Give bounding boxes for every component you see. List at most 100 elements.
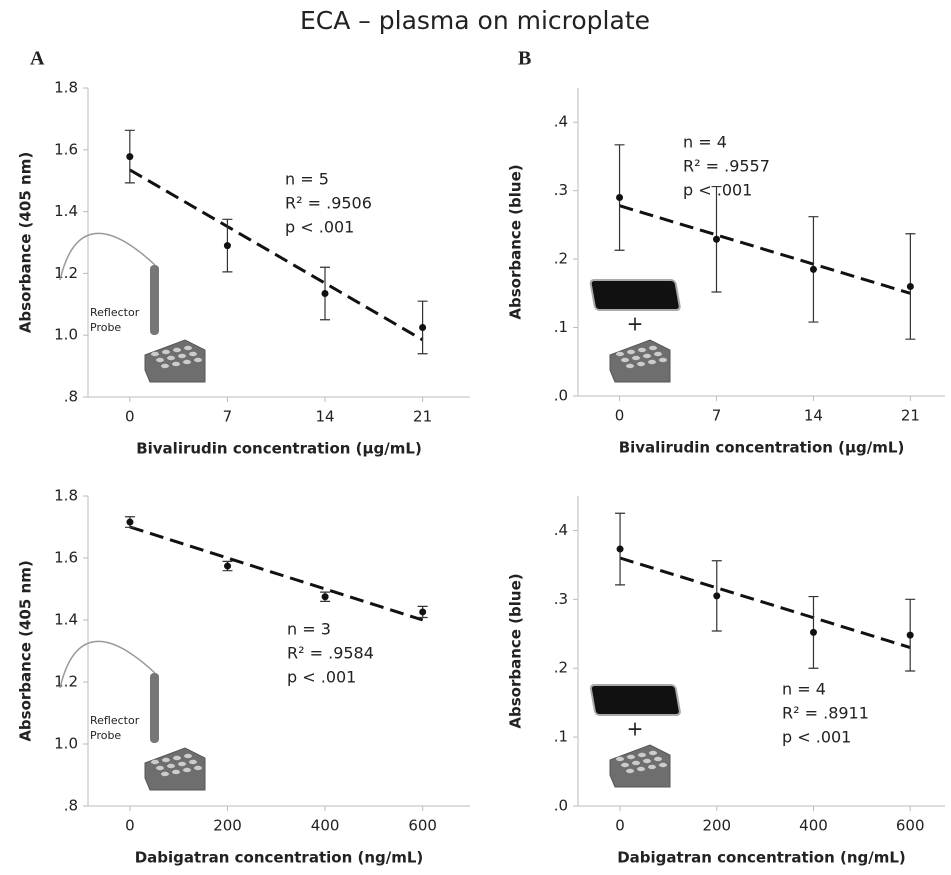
probe-rod: [150, 673, 159, 743]
well: [648, 764, 656, 770]
y-tick-label: .0: [554, 797, 568, 815]
annotation: p < .001: [285, 218, 354, 237]
annotation: n = 3: [287, 620, 331, 639]
data-point: [126, 518, 134, 526]
data-point: [126, 153, 134, 161]
annotation: p < .001: [287, 668, 356, 687]
microplate: [144, 747, 206, 791]
well: [178, 761, 186, 767]
x-tick-label: 21: [413, 408, 432, 426]
y-tick-label: 1.4: [54, 611, 78, 629]
annotation: p < .001: [782, 728, 851, 747]
well: [156, 765, 164, 771]
data-point: [224, 562, 232, 570]
y-axis-title: Absorbance (blue): [507, 164, 525, 319]
x-tick-label: 7: [223, 408, 233, 426]
annotation: R² = .9557: [683, 157, 770, 176]
x-tick-label: 400: [311, 817, 340, 835]
y-axis-title: Absorbance (405 nm): [17, 560, 35, 741]
x-tick-label: 200: [702, 817, 731, 835]
well: [654, 756, 662, 762]
x-tick-label: 14: [804, 407, 823, 425]
y-tick-label: 1.0: [54, 326, 78, 344]
y-tick-label: .1: [554, 728, 568, 746]
y-tick-label: .2: [554, 250, 568, 268]
well: [649, 750, 657, 756]
well: [637, 361, 645, 367]
y-tick-label: 1.4: [54, 202, 78, 220]
annotation: n = 4: [782, 680, 826, 699]
y-tick-label: 1.8: [54, 487, 78, 505]
well: [627, 754, 635, 760]
well: [637, 766, 645, 772]
well: [189, 759, 197, 765]
well: [616, 756, 624, 762]
y-axis-title: Absorbance (405 nm): [17, 152, 35, 333]
well: [632, 760, 640, 766]
trendline: [129, 525, 424, 622]
well: [643, 353, 651, 359]
x-tick-label: 600: [896, 817, 925, 835]
probe-cable: [59, 640, 156, 689]
trendline: [129, 168, 424, 342]
microplate: [609, 744, 671, 788]
x-tick-label: 0: [125, 817, 135, 835]
phone: [589, 279, 681, 311]
well: [173, 755, 181, 761]
y-tick-label: 1.2: [54, 673, 78, 691]
microplate: [144, 339, 206, 383]
x-tick-label: 400: [799, 817, 828, 835]
well: [162, 757, 170, 763]
well: [638, 752, 646, 758]
x-axis-title: Dabigatran concentration (ng/mL): [617, 849, 906, 867]
trendline: [619, 204, 911, 295]
well: [183, 359, 191, 365]
data-point: [906, 282, 914, 290]
data-point: [419, 608, 427, 616]
annotation: n = 5: [285, 170, 329, 189]
icon-label-line: Probe: [90, 321, 121, 334]
well: [626, 768, 634, 774]
data-point: [419, 323, 427, 331]
x-tick-label: 0: [125, 408, 135, 426]
annotation: R² = .8911: [782, 704, 869, 723]
x-tick-label: 600: [408, 817, 437, 835]
well: [172, 361, 180, 367]
well: [151, 351, 159, 357]
x-tick-label: 14: [315, 408, 334, 426]
data-point: [809, 628, 817, 636]
y-tick-label: 1.0: [54, 735, 78, 753]
well: [161, 363, 169, 369]
trendline: [619, 556, 911, 649]
probe-rod: [150, 265, 159, 335]
well: [194, 765, 202, 771]
data-point: [223, 242, 231, 250]
well: [659, 357, 667, 363]
icon-label: Reflector Probe: [90, 714, 140, 742]
phone: [589, 684, 681, 716]
well: [156, 357, 164, 363]
plus: +: [627, 717, 644, 741]
well: [178, 353, 186, 359]
y-tick-label: .3: [554, 590, 568, 608]
annotation: R² = .9584: [287, 644, 374, 663]
y-tick-label: 1.6: [54, 140, 78, 158]
well: [167, 763, 175, 769]
data-point: [321, 593, 329, 601]
y-tick-label: 1.2: [54, 264, 78, 282]
figure-title: ECA – plasma on microplate: [300, 6, 650, 35]
well: [172, 769, 180, 775]
y-tick-label: .4: [554, 521, 568, 539]
well: [632, 355, 640, 361]
well: [161, 771, 169, 777]
well: [649, 345, 657, 351]
well: [621, 762, 629, 768]
icon-label-line: Reflector: [90, 714, 140, 727]
x-tick-label: 21: [901, 407, 920, 425]
y-tick-label: .3: [554, 181, 568, 199]
data-point: [616, 545, 624, 553]
panel-label: A: [30, 48, 45, 70]
icon-label-line: Probe: [90, 729, 121, 742]
well: [643, 758, 651, 764]
